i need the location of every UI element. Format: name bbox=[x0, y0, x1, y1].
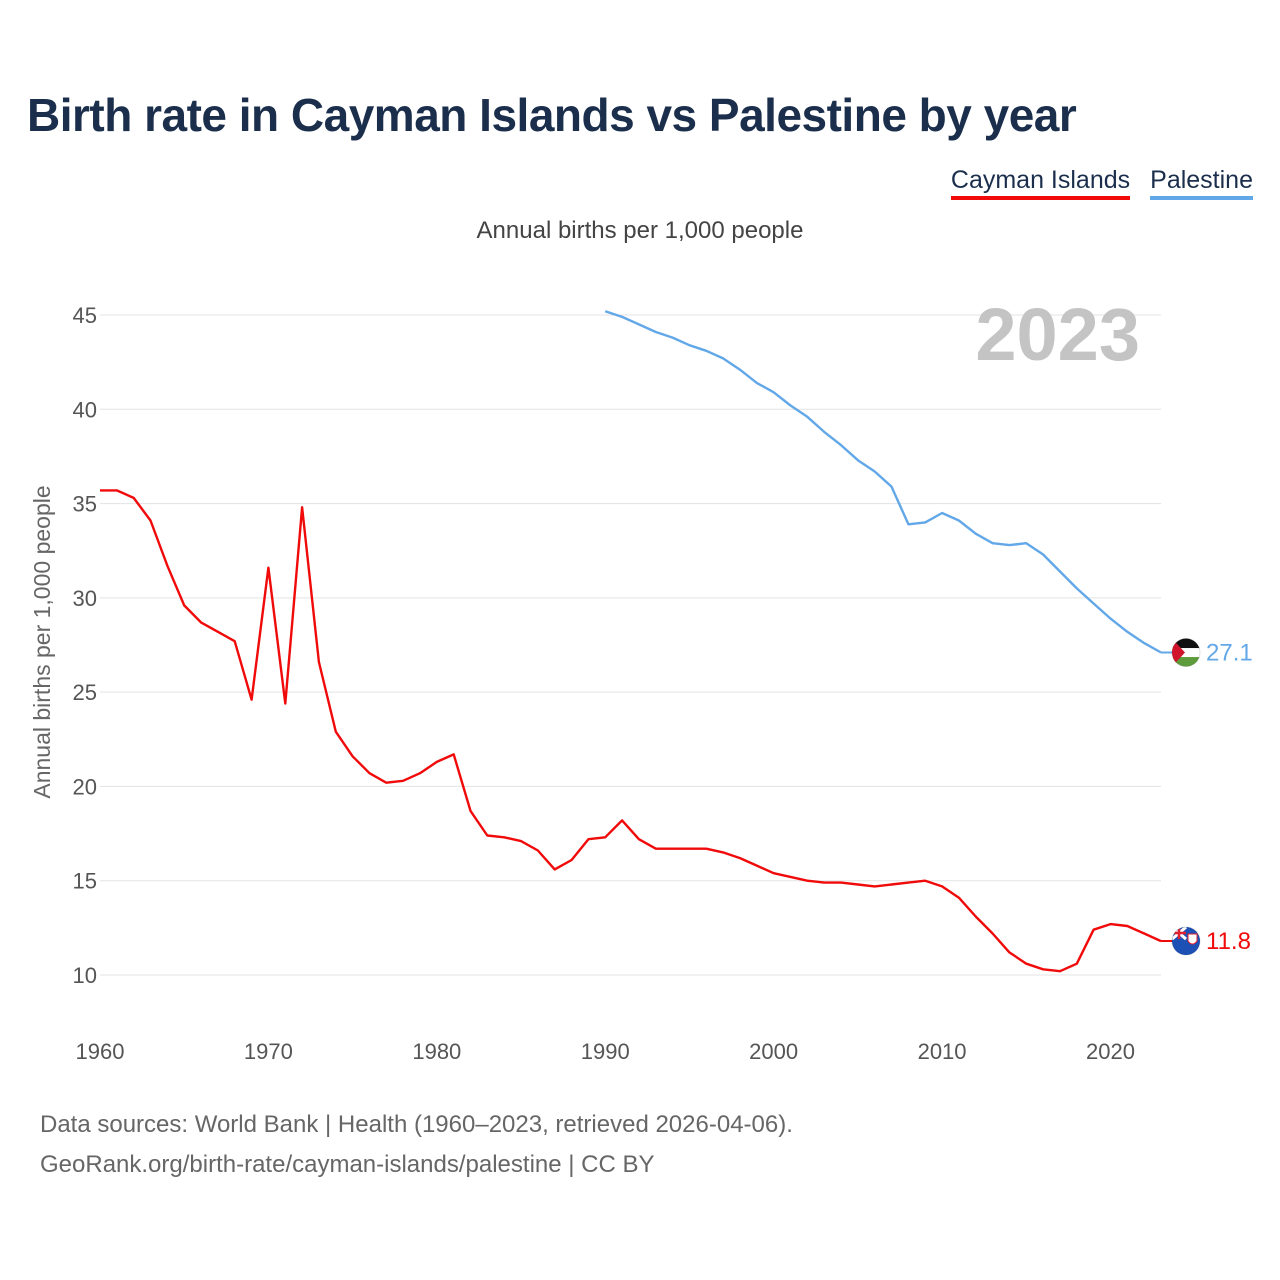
chart-subtitle: Annual births per 1,000 people bbox=[476, 217, 804, 244]
y-tick-label: 10 bbox=[73, 963, 97, 988]
y-tick-label: 35 bbox=[73, 492, 97, 517]
x-tick-label: 1970 bbox=[244, 1039, 293, 1064]
y-tick-label: 45 bbox=[73, 303, 97, 328]
x-tick-label: 1980 bbox=[412, 1039, 461, 1064]
page-title: Birth rate in Cayman Islands vs Palestin… bbox=[27, 89, 1077, 141]
end-value-label-palestine: 27.1 bbox=[1206, 640, 1253, 667]
footer: Data sources: World Bank | Health (1960–… bbox=[40, 1105, 793, 1185]
y-tick-label: 25 bbox=[73, 680, 97, 705]
year-watermark: 2023 bbox=[975, 293, 1140, 376]
series-line-palestine bbox=[604, 310, 1162, 654]
end-value-label-cayman-islands: 11.8 bbox=[1206, 928, 1251, 955]
series-line-cayman-islands bbox=[100, 489, 1162, 973]
legend-item-palestine[interactable]: Palestine bbox=[1150, 166, 1253, 200]
footer-link[interactable]: GeoRank.org/birth-rate/cayman-islands/pa… bbox=[40, 1151, 655, 1178]
legend: Cayman Islands Palestine bbox=[950, 166, 1253, 200]
x-tick-label: 2020 bbox=[1086, 1039, 1135, 1064]
x-tick-label: 2010 bbox=[918, 1039, 967, 1064]
footer-sources: Data sources: World Bank | Health (1960–… bbox=[40, 1111, 793, 1138]
y-axis-label: Annual births per 1,000 people bbox=[29, 485, 55, 798]
x-tick-label: 1990 bbox=[581, 1039, 630, 1064]
cayman-flag-icon bbox=[1171, 926, 1201, 956]
y-tick-label: 20 bbox=[73, 774, 97, 799]
x-tick-label: 1960 bbox=[76, 1039, 125, 1064]
y-tick-label: 15 bbox=[73, 869, 97, 894]
legend-item-cayman-islands[interactable]: Cayman Islands bbox=[950, 166, 1131, 200]
y-tick-label: 30 bbox=[73, 586, 97, 611]
x-tick-label: 2000 bbox=[749, 1039, 798, 1064]
palestine-flag-icon bbox=[1171, 638, 1201, 668]
y-tick-label: 40 bbox=[73, 397, 97, 422]
